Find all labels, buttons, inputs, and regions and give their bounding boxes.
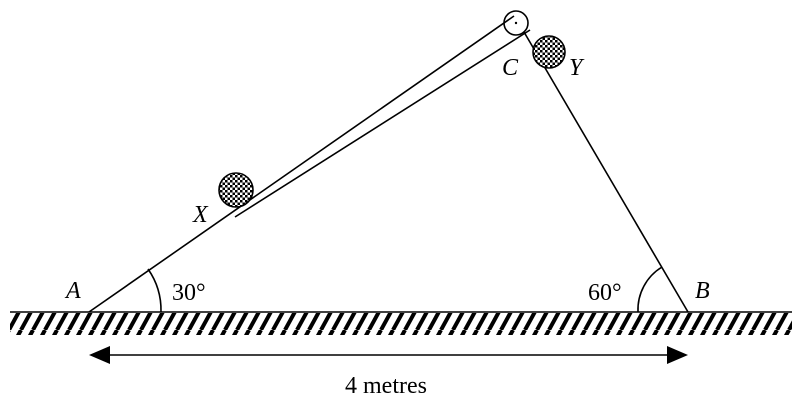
incline-cb [523,31,689,313]
ground-hatching [10,313,792,335]
label-a: A [64,278,81,304]
label-c: C [502,55,519,81]
label-distance: 4 metres [345,373,427,398]
label-x: X [192,202,209,228]
incline-ac [88,15,531,313]
particle-y [532,35,566,69]
angle-arc-b [637,266,663,313]
pulley [503,10,529,36]
particle-x [218,172,254,208]
angle-arc-a [147,268,162,313]
distance-arrow [89,346,688,364]
label-angle-b: 60° [588,280,622,306]
label-angle-a: 30° [172,280,206,306]
label-y: Y [569,55,585,81]
ground [10,311,792,335]
label-b: B [695,278,710,304]
